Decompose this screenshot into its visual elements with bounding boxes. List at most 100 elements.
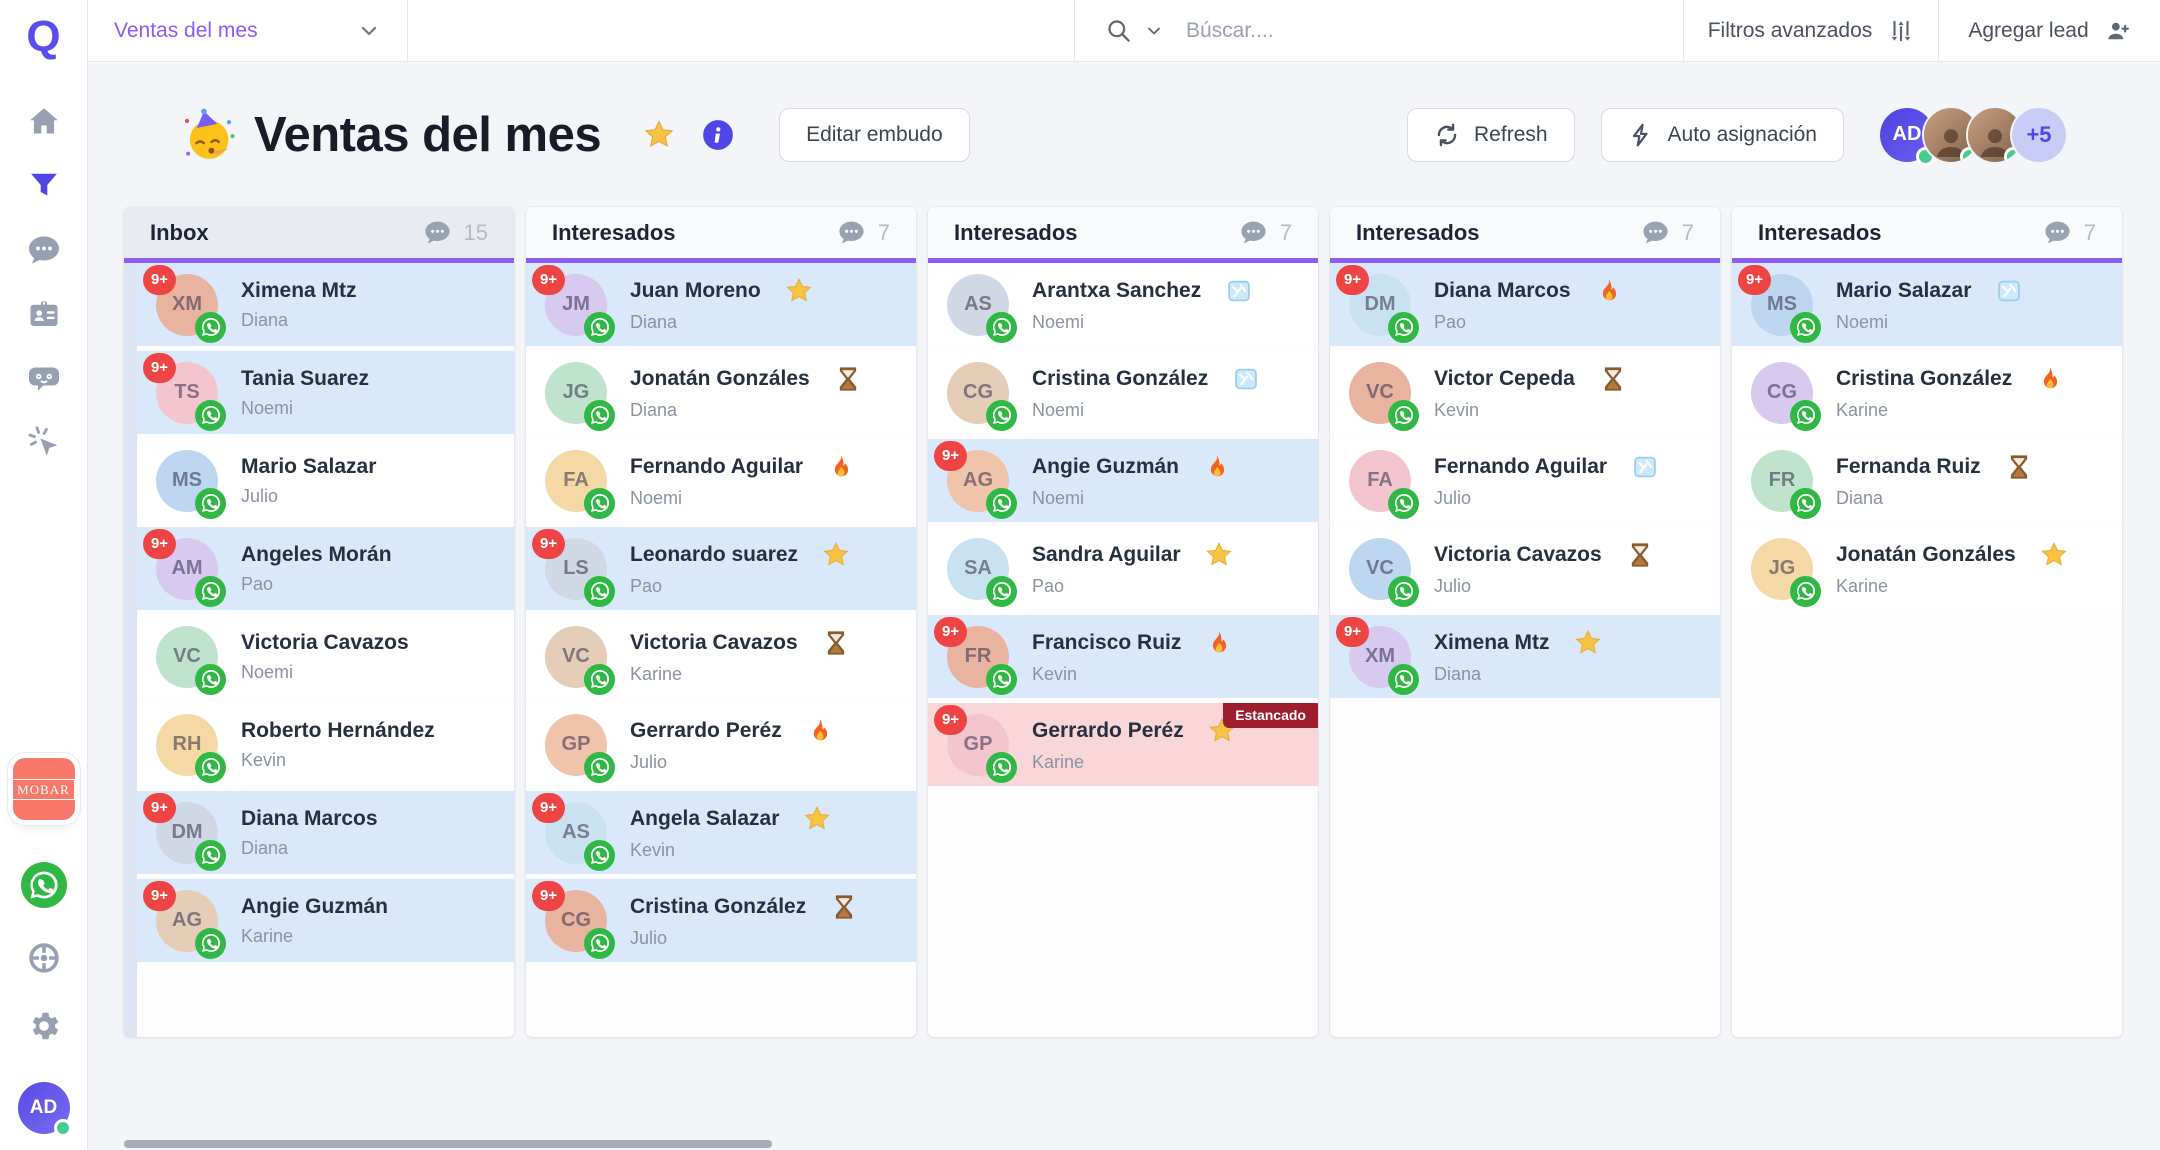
- refresh-button[interactable]: Refresh: [1407, 107, 1575, 162]
- lead-card[interactable]: RH Roberto Hernández Kevin: [137, 703, 514, 791]
- whatsapp-icon: [1392, 491, 1416, 515]
- whatsapp-icon: [199, 403, 223, 427]
- lead-card[interactable]: FA Fernando Aguilar Julio: [1330, 439, 1720, 527]
- lead-name: Cristina González: [630, 894, 807, 918]
- lead-avatar-initials: CG: [561, 909, 591, 931]
- search-bar: [1075, 0, 1683, 61]
- lead-card[interactable]: AS Arantxa Sanchez Noemi: [928, 263, 1318, 351]
- search-icon[interactable]: [1105, 17, 1132, 44]
- lead-name-row: Angie Guzmán: [1032, 453, 1231, 481]
- whatsapp-badge: [1388, 663, 1419, 695]
- whatsapp-channel-icon[interactable]: [20, 862, 67, 908]
- search-input[interactable]: [1186, 18, 1566, 43]
- column-header[interactable]: Inbox 15: [124, 207, 514, 258]
- favorite-star-icon[interactable]: [643, 119, 675, 151]
- lead-card[interactable]: JM 9+ Juan Moreno Diana: [526, 263, 916, 351]
- lead-card[interactable]: GP Gerrardo Peréz Julio: [526, 703, 916, 791]
- lead-card[interactable]: TS 9+ Tania Suarez Noemi: [137, 351, 514, 439]
- assignee-name: Karine: [630, 663, 683, 684]
- app-logo[interactable]: Q: [26, 12, 61, 61]
- party-face-emoji: [180, 107, 236, 163]
- add-lead-button[interactable]: Agregar lead: [1938, 0, 2160, 61]
- lead-avatar-initials: MS: [172, 469, 202, 491]
- auto-assign-button[interactable]: Auto asignación: [1600, 107, 1844, 162]
- funnel-selector-dropdown[interactable]: Ventas del mes: [88, 0, 408, 61]
- lead-card[interactable]: DM 9+ Diana Marcos Pao: [1330, 263, 1720, 351]
- lead-name: Fernanda Ruiz: [1836, 454, 1981, 478]
- sidebar-item-funnel[interactable]: [26, 168, 62, 204]
- lead-card[interactable]: XM 9+ Ximena Mtz Diana: [1330, 615, 1720, 703]
- search-scope-chevron-icon[interactable]: [1144, 21, 1164, 41]
- avatar-photo[interactable]: [1968, 107, 2022, 162]
- lead-card[interactable]: GP 9+ Gerrardo Peréz Karine Estancado: [928, 703, 1318, 791]
- whatsapp-badge: [195, 663, 226, 695]
- horizontal-scrollbar[interactable]: [124, 1140, 772, 1148]
- channels-wheel-icon[interactable]: [26, 940, 62, 976]
- sidebar-item-contact-card[interactable]: [26, 296, 62, 332]
- lead-card[interactable]: CG Cristina González Karine: [1732, 351, 2122, 439]
- sidebar-nav: [26, 90, 62, 474]
- sidebar-item-bot[interactable]: [26, 360, 62, 396]
- avatar-overflow-count[interactable]: +5: [2012, 107, 2066, 162]
- lead-name-row: Arantxa Sanchez: [1032, 277, 1253, 305]
- lead-card[interactable]: FR 9+ Francisco Ruiz Kevin: [928, 615, 1318, 703]
- sidebar-item-home[interactable]: [26, 104, 62, 140]
- lead-card[interactable]: CG 9+ Cristina González Julio: [526, 879, 916, 967]
- column-cards: MS 9+ Mario Salazar Noemi CG: [1732, 263, 2122, 1037]
- lead-avatar-initials: GP: [561, 733, 591, 755]
- lead-card[interactable]: SA Sandra Aguilar Pao: [928, 527, 1318, 615]
- lead-card[interactable]: CG Cristina González Noemi: [928, 351, 1318, 439]
- lead-card[interactable]: VC Victor Cepeda Kevin: [1330, 351, 1720, 439]
- lead-card[interactable]: DM 9+ Diana Marcos Diana: [137, 791, 514, 879]
- lead-card[interactable]: JG Jonatán Gonzáles Diana: [526, 351, 916, 439]
- column-header[interactable]: Interesados 7: [928, 207, 1318, 258]
- lead-card[interactable]: FR Fernanda Ruiz Diana: [1732, 439, 2122, 527]
- lead-name: Sandra Aguilar: [1032, 542, 1181, 566]
- settings-gear-icon[interactable]: [26, 1008, 62, 1044]
- sidebar-item-cursor-click[interactable]: [26, 424, 62, 460]
- column-count: 15: [463, 219, 488, 245]
- assignee-name: Diana: [630, 399, 678, 420]
- advanced-filters-button[interactable]: Filtros avanzados: [1683, 0, 1938, 61]
- gear-icon: [26, 1008, 62, 1044]
- column-header[interactable]: Interesados 7: [1330, 207, 1720, 258]
- lead-card[interactable]: MS 9+ Mario Salazar Noemi: [1732, 263, 2122, 351]
- lead-avatar-initials: VC: [1366, 557, 1394, 579]
- lead-avatar-initials: FA: [563, 469, 589, 491]
- whatsapp-icon: [1392, 579, 1416, 603]
- lead-card[interactable]: AM 9+ Angeles Morán Pao: [137, 527, 514, 615]
- lead-name-row: Mario Salazar: [1836, 277, 2023, 305]
- avatar-label: +5: [2026, 121, 2052, 147]
- lead-avatar: AG 9+: [143, 880, 226, 959]
- lead-card[interactable]: LS 9+ Leonardo suarez Pao: [526, 527, 916, 615]
- lead-card[interactable]: AG 9+ Angie Guzmán Noemi: [928, 439, 1318, 527]
- lead-card[interactable]: AG 9+ Angie Guzmán Karine: [137, 879, 514, 967]
- unread-count-badge: 9+: [532, 264, 565, 295]
- lead-card[interactable]: JG Jonatán Gonzáles Karine: [1732, 527, 2122, 615]
- lead-card[interactable]: FA Fernando Aguilar Noemi: [526, 439, 916, 527]
- lead-card[interactable]: VC Victoria Cavazos Noemi: [137, 615, 514, 703]
- whatsapp-icon: [990, 491, 1014, 515]
- whatsapp-icon: [588, 843, 612, 867]
- lead-card[interactable]: VC Victoria Cavazos Julio: [1330, 527, 1720, 615]
- workspace-logo[interactable]: MOBAR: [12, 758, 75, 820]
- column-title: Interesados: [954, 219, 1078, 245]
- lead-name: Francisco Ruiz: [1032, 630, 1182, 654]
- user-avatar-initials: AD: [29, 1097, 58, 1118]
- lead-card[interactable]: AS 9+ Angela Salazar Kevin: [526, 791, 916, 879]
- sidebar-item-chat[interactable]: [26, 232, 62, 268]
- lead-card[interactable]: VC Victoria Cavazos Karine: [526, 615, 916, 703]
- info-icon[interactable]: [701, 118, 735, 152]
- lead-avatar: FA: [1349, 449, 1419, 519]
- lead-card[interactable]: MS Mario Salazar Julio: [137, 439, 514, 527]
- user-avatar[interactable]: AD: [17, 1082, 72, 1137]
- whatsapp-badge: [195, 311, 226, 343]
- lead-info: Fernando Aguilar Julio: [1434, 453, 1659, 509]
- ice-status-icon: [1225, 277, 1253, 305]
- edit-funnel-button[interactable]: Editar embudo: [779, 107, 970, 162]
- column-header[interactable]: Interesados 7: [526, 207, 916, 258]
- column-header[interactable]: Interesados 7: [1732, 207, 2122, 258]
- column-count-group: 7: [1239, 218, 1292, 247]
- whatsapp-badge: [986, 487, 1017, 519]
- lead-card[interactable]: XM 9+ Ximena Mtz Diana: [137, 263, 514, 351]
